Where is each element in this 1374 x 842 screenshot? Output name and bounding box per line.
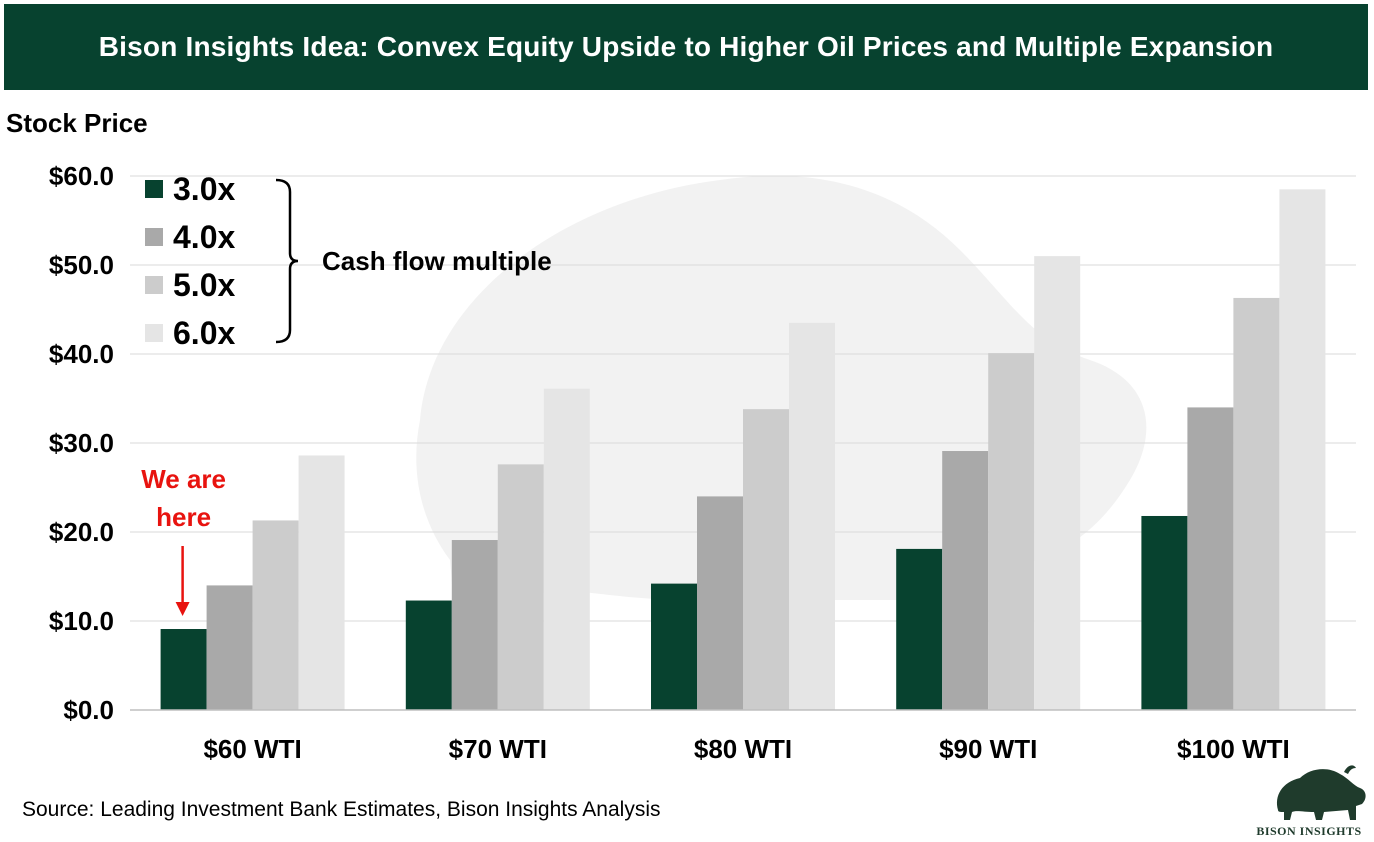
annotation-text-line1: We are <box>141 464 226 494</box>
annotation-text-line2: here <box>156 502 211 532</box>
bar <box>298 455 345 710</box>
x-tick-label: $70 WTI <box>449 734 547 764</box>
legend-label: 5.0x <box>173 267 235 303</box>
x-tick-label: $100 WTI <box>1177 734 1290 764</box>
bar <box>789 322 835 710</box>
bar <box>1233 297 1280 710</box>
y-tick-label: $0.0 <box>63 695 114 725</box>
bar <box>651 583 697 710</box>
bar <box>896 548 943 710</box>
bar <box>1279 189 1326 711</box>
bar <box>988 353 1035 710</box>
legend-bracket <box>275 178 299 344</box>
bar <box>1034 256 1081 710</box>
bar <box>160 629 207 710</box>
y-tick-label: $20.0 <box>49 517 114 547</box>
bar <box>405 600 452 710</box>
y-tick-label: $30.0 <box>49 428 114 458</box>
y-tick-label: $50.0 <box>49 250 114 280</box>
bar <box>543 388 590 710</box>
bison-insights-logo: BISON INSIGHTS <box>1244 758 1374 842</box>
legend-swatch <box>145 180 163 198</box>
bar <box>252 520 299 710</box>
legend-label: 6.0x <box>173 315 235 351</box>
y-tick-label: $10.0 <box>49 606 114 636</box>
legend-swatch <box>145 324 163 342</box>
annotation-arrow-head-icon <box>175 602 190 616</box>
bar <box>451 540 498 710</box>
x-tick-label: $60 WTI <box>203 734 301 764</box>
legend-swatch <box>145 228 163 246</box>
legend-swatch <box>145 276 163 294</box>
bar <box>942 451 989 710</box>
legend-title: Cash flow multiple <box>322 246 552 276</box>
chart-title-banner: Bison Insights Idea: Convex Equity Upsid… <box>4 4 1368 90</box>
bar <box>697 496 743 710</box>
bar <box>743 409 789 710</box>
bison-icon <box>1276 765 1366 820</box>
x-tick-label: $80 WTI <box>694 734 792 764</box>
y-axis-label: Stock Price <box>6 108 148 138</box>
legend-label: 4.0x <box>173 219 235 255</box>
logo-text: BISON INSIGHTS <box>1256 824 1362 838</box>
x-tick-label: $90 WTI <box>939 734 1037 764</box>
bar <box>1187 407 1234 710</box>
bar <box>1141 515 1188 710</box>
source-note: Source: Leading Investment Bank Estimate… <box>22 798 661 821</box>
y-tick-label: $40.0 <box>49 339 114 369</box>
bar <box>206 585 253 710</box>
y-tick-label: $60.0 <box>49 161 114 191</box>
legend-label: 3.0x <box>173 171 235 207</box>
bar <box>497 464 544 710</box>
chart-title: Bison Insights Idea: Convex Equity Upsid… <box>98 31 1274 62</box>
